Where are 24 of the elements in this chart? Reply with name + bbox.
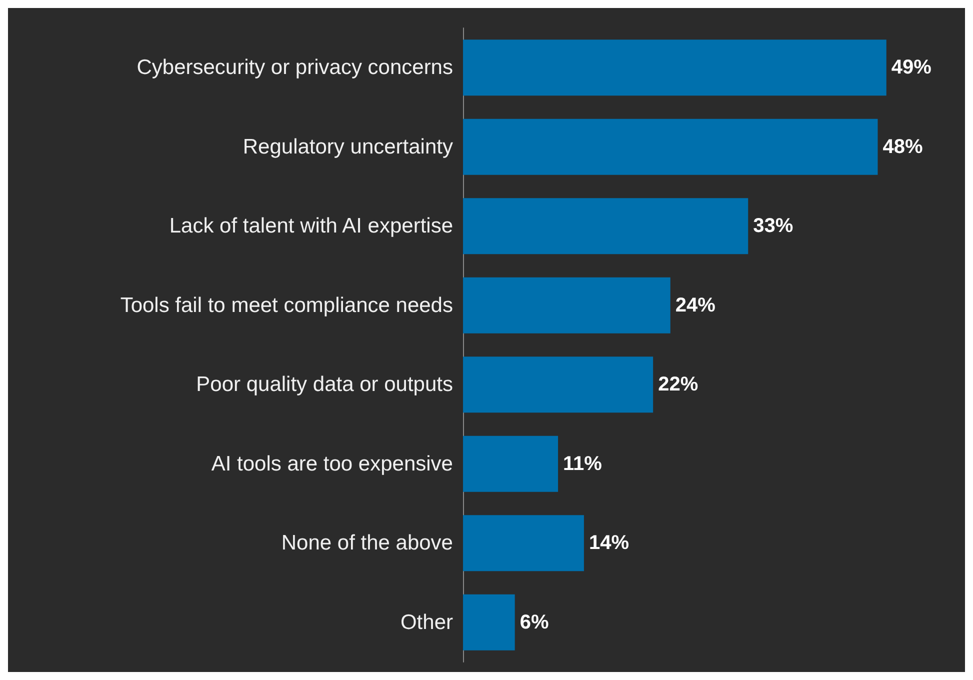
y-tick-label: Regulatory uncertainty xyxy=(242,135,454,158)
bar xyxy=(463,515,584,572)
data-label: 49% xyxy=(891,56,932,79)
data-label: 24% xyxy=(675,294,716,316)
data-label: 6% xyxy=(520,611,549,634)
bar xyxy=(463,118,878,175)
data-label: 33% xyxy=(753,215,794,238)
y-tick-label: None of the above xyxy=(281,532,453,555)
y-tick-label: AI tools are too expensive xyxy=(211,452,453,476)
data-label: 14% xyxy=(588,532,630,554)
bar xyxy=(463,436,558,492)
y-tick-label: Other xyxy=(400,610,453,634)
data-label: 11% xyxy=(563,452,602,475)
data-label: 48% xyxy=(882,136,923,158)
bar xyxy=(463,198,748,254)
y-tick-label: Poor quality data or outputs xyxy=(196,373,453,396)
bar xyxy=(463,356,654,413)
y-tick-label: Lack of talent with AI expertise xyxy=(169,214,453,238)
y-tick-label: Tools fail to meet compliance needs xyxy=(120,294,453,317)
data-label: 22% xyxy=(658,374,698,396)
y-tick-label: Cybersecurity or privacy concerns xyxy=(136,56,453,80)
bar xyxy=(463,277,670,334)
bar xyxy=(463,594,515,650)
bar xyxy=(463,40,886,96)
